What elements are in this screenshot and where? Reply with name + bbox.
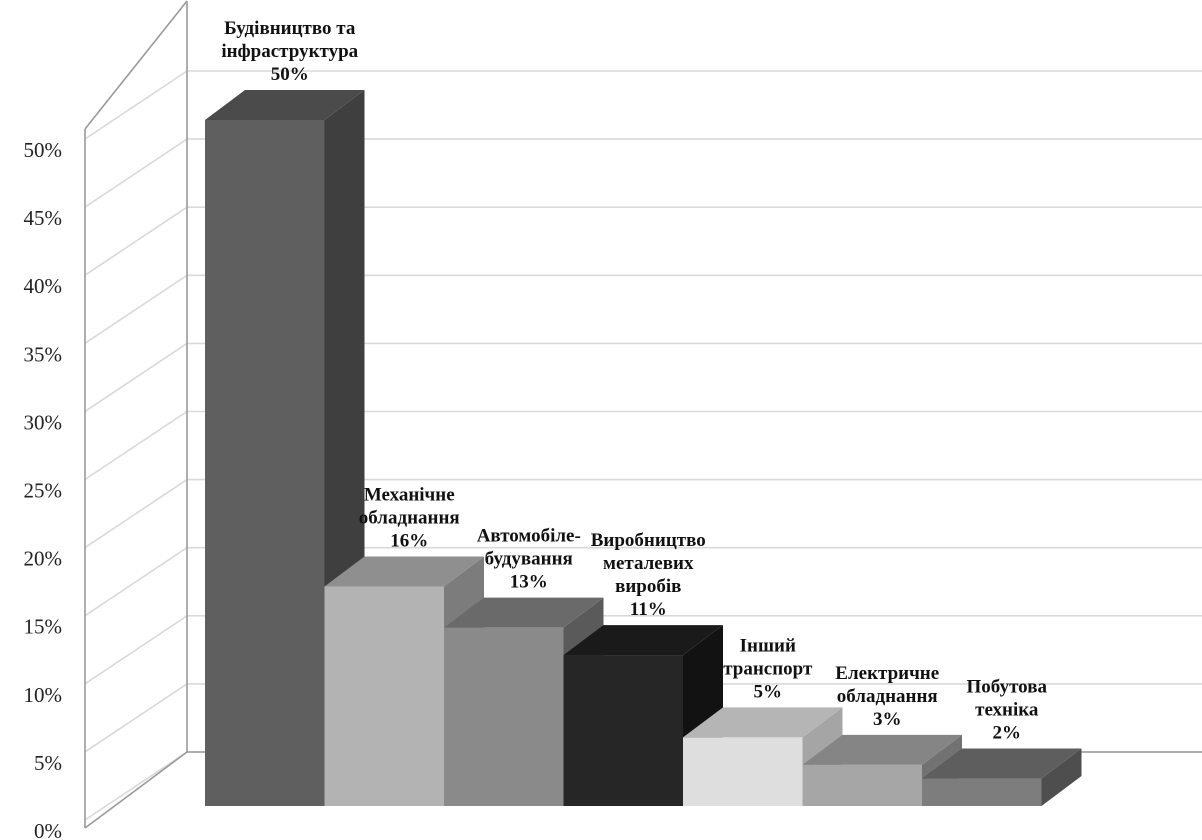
y-axis-ticks: 0% 5% 10% 15% 20% 25% 30% 35% 40% 45% 50% [24, 138, 63, 840]
data-labels: Будівництво та інфраструктура 50% Механічне… [221, 18, 1047, 744]
bar-front [563, 655, 683, 806]
side-gridline [84, 70, 188, 140]
value-label: 13% [510, 572, 548, 593]
bar-front [205, 120, 325, 806]
bar-front [683, 737, 803, 806]
data-label: Механічне обладнання 16% [359, 484, 460, 551]
category-label: Автомобіле- [477, 526, 581, 547]
side-wall-edge [84, 0, 188, 130]
category-label: техніка [975, 700, 1039, 721]
category-label: виробів [615, 576, 681, 597]
category-label: Інший [740, 635, 796, 656]
side-gridline [84, 274, 188, 344]
category-label: Електричне [835, 663, 939, 684]
category-label: обладнання [837, 686, 938, 707]
data-label: Виробництво металевих виробів 11% [591, 530, 706, 620]
side-gridline [84, 138, 188, 208]
y-tick-label: 30% [24, 410, 63, 434]
bar-front [802, 764, 922, 806]
side-gridline [84, 547, 188, 617]
category-label: Будівництво та [224, 18, 356, 39]
category-label: обладнання [359, 507, 460, 528]
y-tick-label: 45% [24, 206, 63, 230]
category-label: будування [485, 549, 573, 570]
bar-top [563, 625, 723, 656]
data-label: Будівництво та інфраструктура 50% [221, 18, 358, 85]
bar-front [922, 778, 1042, 806]
category-label: транспорт [723, 658, 813, 679]
bar-top [205, 90, 365, 120]
value-label: 5% [754, 681, 783, 702]
category-label: інфраструктура [221, 41, 358, 62]
category-label: Механічне [364, 484, 455, 505]
bar-front [444, 627, 564, 806]
category-label: Побутова [967, 677, 1048, 698]
side-gridline [84, 410, 188, 481]
category-label: металевих [603, 553, 694, 574]
value-label: 2% [993, 723, 1022, 744]
bar-top [444, 597, 604, 628]
y-tick-label: 35% [24, 342, 63, 366]
y-tick-label: 15% [24, 615, 63, 639]
bar-top [922, 748, 1082, 779]
value-label: 16% [390, 530, 428, 551]
bar-top [324, 556, 484, 587]
y-tick-label: 25% [24, 479, 63, 503]
side-gridline [84, 751, 188, 821]
bar [922, 748, 1082, 806]
y-tick-label: 50% [24, 138, 63, 162]
side-gridline [84, 615, 188, 685]
bar-front [324, 586, 444, 806]
y-tick-label: 40% [24, 274, 63, 298]
bars [205, 90, 1082, 806]
side-gridline [84, 342, 188, 413]
data-label: Побутова техніка 2% [967, 677, 1048, 744]
y-tick-label: 5% [34, 751, 62, 775]
bar-top [802, 734, 962, 765]
data-label: Електричне обладнання 3% [835, 663, 939, 730]
bar-side [1041, 748, 1082, 806]
y-tick-label: 20% [24, 547, 63, 571]
data-label: Автомобіле-будування 13% [477, 526, 581, 593]
side-gridline [84, 478, 188, 549]
bar [205, 90, 365, 806]
value-label: 3% [873, 709, 902, 730]
floor-edge [84, 751, 188, 829]
data-label: Інший транспорт 5% [723, 635, 813, 702]
y-tick-label: 0% [34, 819, 62, 840]
value-label: 11% [630, 599, 667, 620]
side-gridline [84, 206, 188, 276]
value-label: 50% [271, 64, 309, 85]
bar-top [683, 707, 843, 738]
y-tick-label: 10% [24, 683, 63, 707]
category-label: Виробництво [591, 530, 706, 551]
side-gridline [84, 683, 188, 753]
